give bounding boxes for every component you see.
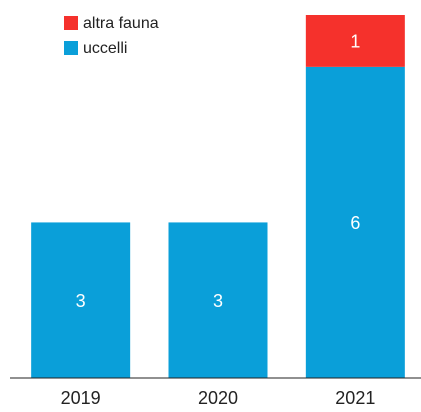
legend-label: altra fauna (83, 15, 159, 32)
legend-swatch (64, 41, 78, 55)
value-label: 3 (213, 291, 223, 311)
x-tick-label: 2021 (335, 388, 375, 408)
value-label: 6 (350, 213, 360, 233)
x-tick-label: 2020 (198, 388, 238, 408)
legend-swatch (64, 16, 78, 30)
legend-label: uccelli (83, 40, 127, 57)
bar-segment (305, 66, 405, 378)
value-label: 3 (76, 291, 86, 311)
value-label: 1 (350, 32, 360, 52)
bar-segment (305, 15, 405, 67)
bar-segment (168, 222, 268, 378)
x-tick-label: 2019 (61, 388, 101, 408)
bar-segment (31, 222, 131, 378)
